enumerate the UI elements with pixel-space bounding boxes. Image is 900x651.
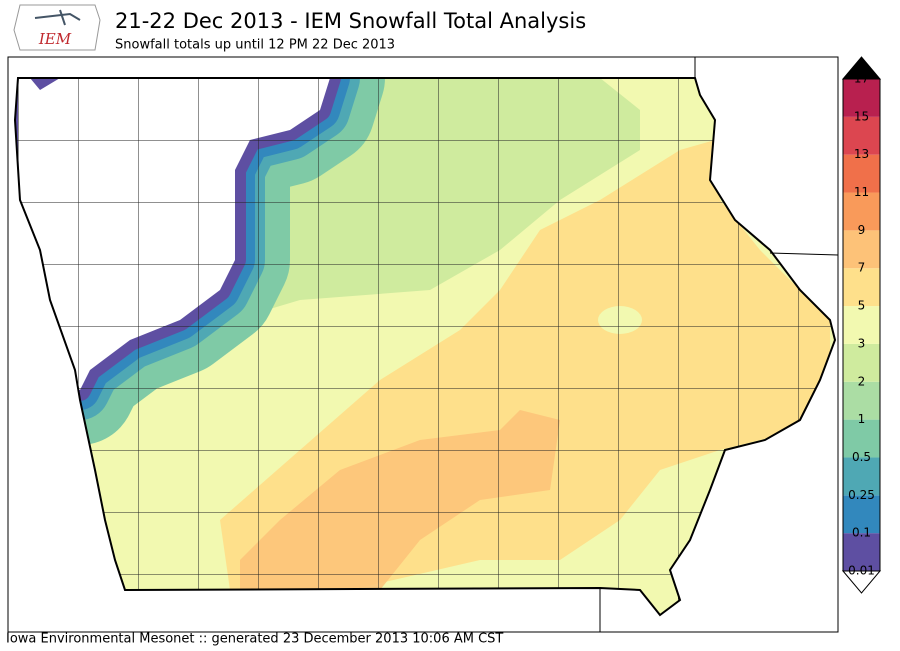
colorbar-bin (843, 116, 880, 155)
colorbar-bin (843, 419, 880, 458)
colorbar-label: 17 (854, 72, 869, 86)
subtitle: Snowfall totals up until 12 PM 22 Dec 20… (115, 38, 395, 53)
colorbar-label: 1 (858, 412, 866, 426)
colorbar-frame (842, 78, 881, 572)
colorbar-label: 11 (854, 185, 869, 199)
colorbar-bin (843, 457, 880, 496)
colorbar-bin (843, 306, 880, 344)
colorbar-label: 7 (858, 261, 866, 275)
colorbar-label: 0.1 (852, 526, 871, 540)
colorbar-label: 0.25 (848, 488, 875, 502)
colorbar-label: 2 (858, 374, 866, 388)
colorbar-bin (843, 381, 880, 420)
logo: IEM (13, 4, 101, 51)
colorbar-label: 13 (854, 147, 869, 161)
logo-text: IEM (38, 30, 72, 48)
colorbar-label: 0.5 (852, 450, 871, 464)
snow-map (15, 78, 835, 615)
colorbar-label: 9 (858, 223, 866, 237)
colorbar: 0.01 0.1 0.25 0.5 1 2 3 5 7 9 11 13 15 17 (841, 56, 882, 594)
colorbar-bin (843, 343, 880, 382)
colorbar-bin (843, 268, 880, 307)
colorbar-bin (843, 495, 880, 534)
colorbar-label: 3 (858, 336, 866, 350)
colorbar-bin (843, 230, 880, 269)
colorbar-label: 15 (854, 109, 869, 123)
colorbar-bin (843, 533, 880, 571)
title: 21-22 Dec 2013 - IEM Snowfall Total Anal… (115, 9, 586, 33)
colorbar-bin (843, 192, 880, 231)
footer: Iowa Environmental Mesonet :: generated … (6, 632, 503, 647)
state-outline (13, 77, 837, 617)
neighbor-borders (599, 57, 839, 632)
colorbar-bin (843, 154, 880, 193)
colorbar-bin (843, 79, 880, 117)
colorbar-label: 5 (858, 299, 866, 313)
colorbar-label: 0.01 (848, 564, 875, 578)
